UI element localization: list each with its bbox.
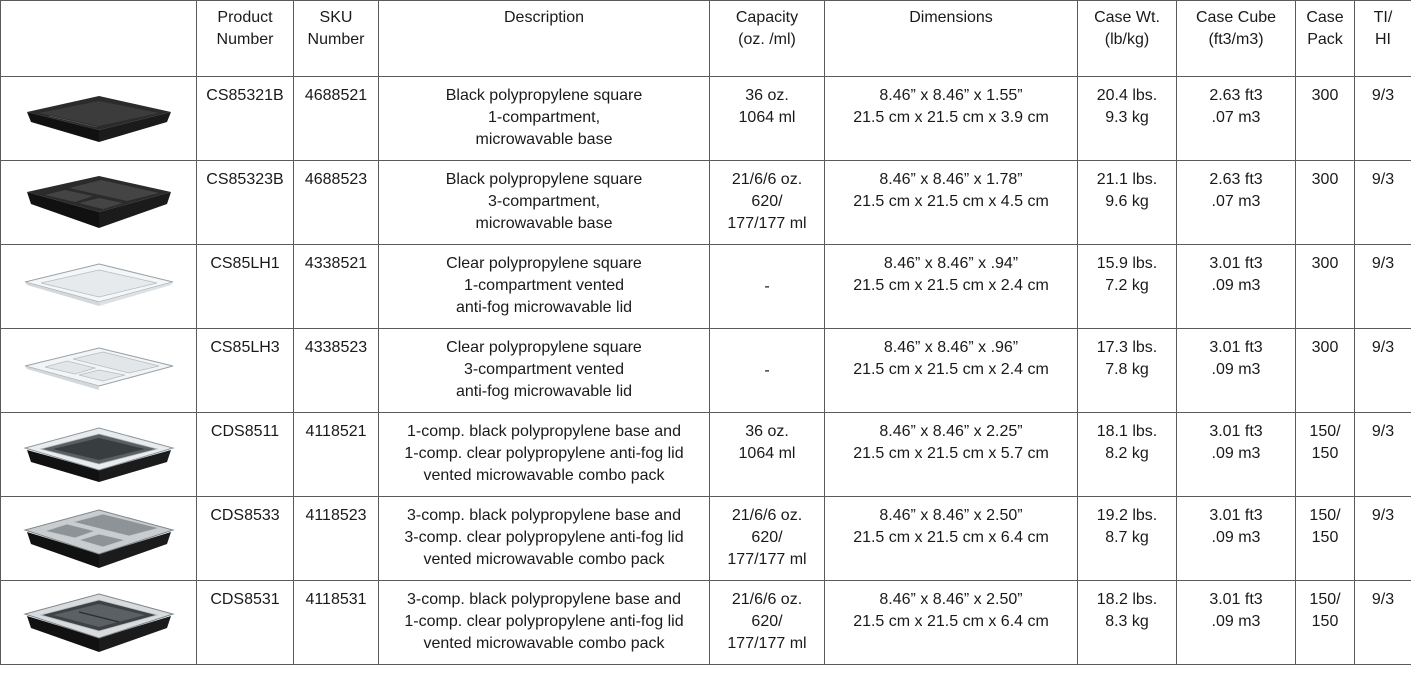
capacity-cell: - [709,328,825,413]
case-weight-cell: 20.4 lbs. 9.3 kg [1077,76,1177,161]
case-weight-cell: 19.2 lbs. 8.7 kg [1077,496,1177,581]
capacity-cell: 36 oz. 1064 ml [709,76,825,161]
product-number-cell: CS85LH3 [196,328,294,413]
dimensions-cell: 8.46” x 8.46” x .96” 21.5 cm x 21.5 cm x… [824,328,1078,413]
case-pack-cell: 150/ 150 [1295,496,1355,581]
dimensions-cell: 8.46” x 8.46” x 2.25” 21.5 cm x 21.5 cm … [824,412,1078,497]
sku-cell: 4118523 [293,496,379,581]
table-row: CS85321B 4688521 Black polypropylene squ… [0,76,1411,161]
product-image-cell [0,412,197,497]
black-1-compartment-base-image [26,95,171,142]
header-description: Description [378,0,710,77]
header-product-number: Product Number [196,0,294,77]
case-weight-cell: 18.1 lbs. 8.2 kg [1077,412,1177,497]
header-case-pack: Case Pack [1295,0,1355,77]
product-number-cell: CDS8511 [196,412,294,497]
header-dimensions: Dimensions [824,0,1078,77]
case-cube-cell: 3.01 ft3 .09 m3 [1176,412,1296,497]
dimensions-cell: 8.46” x 8.46” x 1.78” 21.5 cm x 21.5 cm … [824,160,1078,245]
header-case-weight: Case Wt. (lb/kg) [1077,0,1177,77]
header-image [0,0,197,77]
case-pack-cell: 150/ 150 [1295,412,1355,497]
case-cube-cell: 2.63 ft3 .07 m3 [1176,160,1296,245]
case-pack-cell: 300 [1295,244,1355,329]
ti-hi-cell: 9/3 [1354,412,1411,497]
description-cell: Clear polypropylene square 3-compartment… [378,328,710,413]
case-weight-cell: 21.1 lbs. 9.6 kg [1077,160,1177,245]
product-number-cell: CDS8531 [196,580,294,665]
product-image-cell [0,76,197,161]
header-capacity: Capacity (oz. /ml) [709,0,825,77]
product-image-cell [0,496,197,581]
sku-cell: 4688521 [293,76,379,161]
case-pack-cell: 150/ 150 [1295,580,1355,665]
case-cube-cell: 3.01 ft3 .09 m3 [1176,496,1296,581]
clear-1-compartment-lid-image [24,262,173,306]
table-row: CS85323B 4688523 Black polypropylene squ… [0,160,1411,245]
product-image-cell [0,244,197,329]
ti-hi-cell: 9/3 [1354,244,1411,329]
dimensions-cell: 8.46” x 8.46” x .94” 21.5 cm x 21.5 cm x… [824,244,1078,329]
table-row: CS85LH1 4338521 Clear polypropylene squa… [0,244,1411,329]
case-cube-cell: 3.01 ft3 .09 m3 [1176,244,1296,329]
description-cell: Black polypropylene square 1-compartment… [378,76,710,161]
product-image-cell [0,160,197,245]
table-row: CDS8511 4118521 1-comp. black polypropyl… [0,412,1411,497]
3-compartment-combo-pack-image [22,508,175,568]
description-cell: Black polypropylene square 3-compartment… [378,160,710,245]
ti-hi-cell: 9/3 [1354,580,1411,665]
header-case-cube: Case Cube (ft3/m3) [1176,0,1296,77]
table-row: CS85LH3 4338523 Clear polypropylene squa… [0,328,1411,413]
description-cell: 1-comp. black polypropylene base and 1-c… [378,412,710,497]
black-3-compartment-base-image [26,175,171,228]
product-number-cell: CS85323B [196,160,294,245]
sku-cell: 4688523 [293,160,379,245]
1-compartment-combo-pack-image [22,426,175,482]
capacity-cell: 21/6/6 oz. 620/ 177/177 ml [709,160,825,245]
ti-hi-cell: 9/3 [1354,496,1411,581]
sku-cell: 4338521 [293,244,379,329]
header-row: Product Number SKU Number Description Ca… [0,0,1411,77]
description-cell: 3-comp. black polypropylene base and 1-c… [378,580,710,665]
ti-hi-cell: 9/3 [1354,328,1411,413]
capacity-cell: - [709,244,825,329]
case-pack-cell: 300 [1295,328,1355,413]
header-sku-number: SKU Number [293,0,379,77]
dimensions-cell: 8.46” x 8.46” x 2.50” 21.5 cm x 21.5 cm … [824,496,1078,581]
case-weight-cell: 18.2 lbs. 8.3 kg [1077,580,1177,665]
dimensions-cell: 8.46” x 8.46” x 2.50” 21.5 cm x 21.5 cm … [824,580,1078,665]
case-weight-cell: 17.3 lbs. 7.8 kg [1077,328,1177,413]
case-cube-cell: 2.63 ft3 .07 m3 [1176,76,1296,161]
table-row: CDS8533 4118523 3-comp. black polypropyl… [0,496,1411,581]
case-cube-cell: 3.01 ft3 .09 m3 [1176,580,1296,665]
ti-hi-cell: 9/3 [1354,76,1411,161]
description-cell: 3-comp. black polypropylene base and 3-c… [378,496,710,581]
case-weight-cell: 15.9 lbs. 7.2 kg [1077,244,1177,329]
product-image-cell [0,328,197,413]
case-pack-cell: 300 [1295,76,1355,161]
case-cube-cell: 3.01 ft3 .09 m3 [1176,328,1296,413]
sku-cell: 4118531 [293,580,379,665]
capacity-cell: 21/6/6 oz. 620/ 177/177 ml [709,580,825,665]
3-compartment-base-1-compartment-lid-combo-image [22,592,175,652]
dimensions-cell: 8.46” x 8.46” x 1.55” 21.5 cm x 21.5 cm … [824,76,1078,161]
ti-hi-cell: 9/3 [1354,160,1411,245]
table-row: CDS8531 4118531 3-comp. black polypropyl… [0,580,1411,665]
capacity-cell: 21/6/6 oz. 620/ 177/177 ml [709,496,825,581]
capacity-cell: 36 oz. 1064 ml [709,412,825,497]
sku-cell: 4338523 [293,328,379,413]
sku-cell: 4118521 [293,412,379,497]
product-number-cell: CDS8533 [196,496,294,581]
product-spec-table: Product Number SKU Number Description Ca… [0,0,1411,665]
product-image-cell [0,580,197,665]
header-ti-hi: TI/ HI [1354,0,1411,77]
clear-3-compartment-lid-image [24,346,173,390]
product-number-cell: CS85LH1 [196,244,294,329]
description-cell: Clear polypropylene square 1-compartment… [378,244,710,329]
case-pack-cell: 300 [1295,160,1355,245]
product-number-cell: CS85321B [196,76,294,161]
